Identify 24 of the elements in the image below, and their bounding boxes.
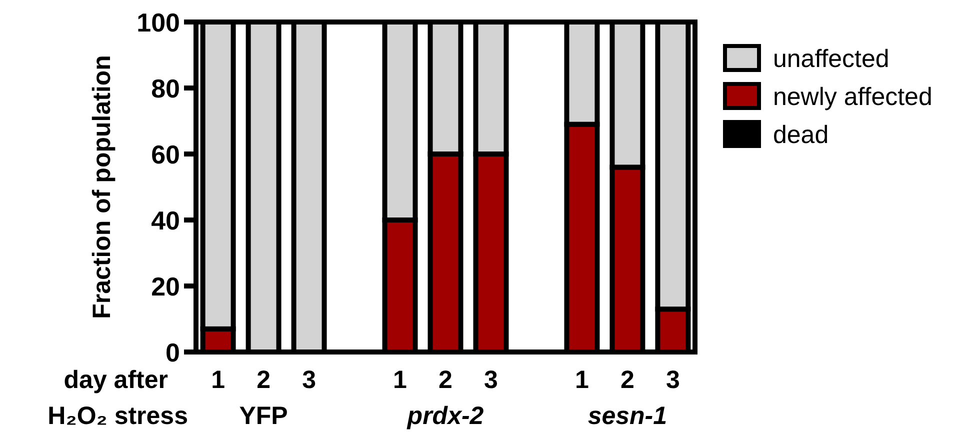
text: prdx-2	[406, 402, 484, 430]
x-tick-label: 1	[575, 366, 590, 394]
x-tick-label: 1	[211, 366, 226, 394]
y-axis-title: Fraction of population	[88, 55, 116, 319]
y-tick-label: 0	[166, 337, 180, 368]
legend-label: newly affected	[773, 83, 932, 111]
x-tick-label: 2	[438, 366, 452, 394]
y-tick-label: 20	[151, 271, 180, 302]
legend-label: unaffected	[773, 45, 890, 73]
text: sesn-1	[588, 402, 668, 430]
text: YFP	[239, 402, 288, 430]
x-tick-label: 1	[393, 366, 408, 394]
x-tick-label: 2	[256, 366, 270, 394]
y-tick-label: 100	[136, 7, 180, 38]
x-tick-label: 3	[302, 366, 316, 394]
text: H₂O₂ stress	[48, 402, 188, 430]
y-tick-label: 40	[151, 205, 180, 236]
legend-label: dead	[773, 121, 829, 149]
text: day after	[64, 366, 168, 394]
x-tick-label: 2	[620, 366, 634, 394]
x-tick-label: 3	[484, 366, 498, 394]
y-tick-label: 60	[151, 139, 180, 170]
x-tick-label: 3	[666, 366, 680, 394]
y-tick-label: 80	[151, 73, 180, 104]
